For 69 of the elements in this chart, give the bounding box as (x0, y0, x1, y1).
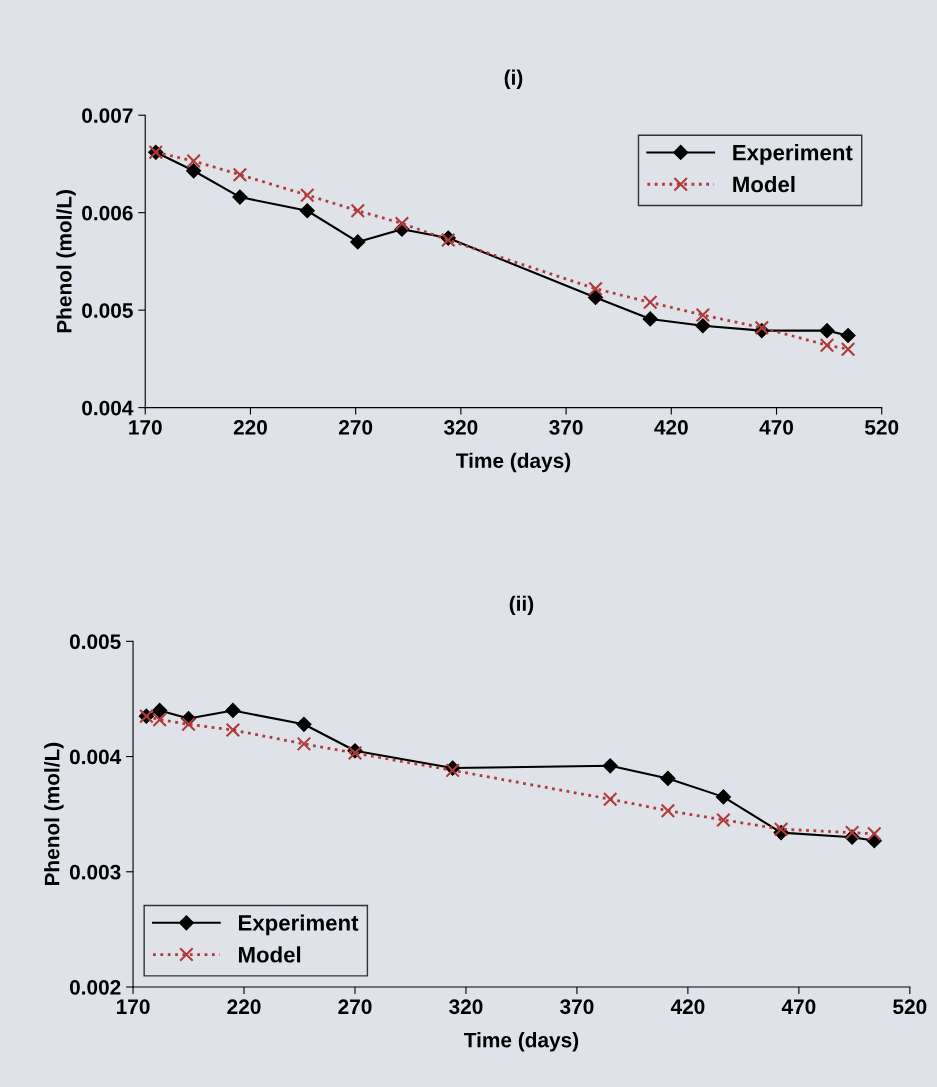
y-axis-title: Phenol (mol/L) (56, 190, 76, 333)
legend-label: Model (238, 946, 301, 963)
point (660, 770, 676, 787)
point (716, 812, 731, 828)
y-tick-label: 0.002 (69, 980, 121, 995)
legend-label: Experiment (733, 144, 853, 165)
point (588, 281, 603, 296)
point (350, 234, 366, 250)
y-axis-title: Phenol (mol/L) (44, 742, 64, 886)
point (819, 323, 835, 339)
point (602, 791, 618, 807)
x-tick-label: 270 (338, 999, 372, 1015)
point (754, 320, 770, 335)
y-tick-label: 0.005 (82, 303, 133, 318)
x-tick-label: 520 (864, 419, 899, 435)
point (181, 717, 196, 732)
point (715, 789, 731, 805)
chart-title: (ii) (509, 595, 534, 616)
x-tick-label: 520 (893, 999, 927, 1015)
x-tick-label: 370 (549, 419, 583, 435)
x-tick-label: 320 (443, 419, 478, 435)
legend-label: Model (733, 175, 795, 193)
point (299, 203, 315, 219)
point (660, 803, 676, 818)
point (232, 189, 248, 205)
point (695, 307, 711, 323)
y-tick-label: 0.005 (69, 634, 121, 650)
y-tick-label: 0.006 (82, 205, 133, 221)
x-tick-label: 220 (227, 999, 261, 1015)
point (152, 702, 168, 719)
point (296, 736, 312, 752)
x-tick-label: 470 (781, 999, 816, 1015)
y-tick-label: 0.007 (82, 108, 133, 123)
point (602, 758, 618, 774)
point (642, 311, 658, 327)
point (642, 295, 658, 310)
point (225, 702, 241, 719)
point (296, 716, 312, 732)
x-tick-label: 370 (560, 999, 594, 1015)
point (840, 341, 856, 357)
x-tick-label: 170 (129, 419, 162, 435)
x-axis-title: Time (days) (456, 452, 571, 473)
point (819, 337, 835, 353)
point (587, 289, 604, 306)
point (695, 318, 711, 334)
x-tick-label: 420 (654, 419, 688, 435)
y-tick-label: 0.003 (69, 864, 121, 880)
x-tick-label: 470 (759, 419, 794, 435)
x-tick-label: 420 (670, 999, 705, 1015)
legend-label: Experiment (238, 914, 359, 936)
x-axis-title: Time (days) (463, 1032, 579, 1052)
point (186, 153, 201, 169)
point (350, 203, 366, 219)
point (844, 825, 860, 840)
point (867, 826, 882, 842)
point (394, 216, 410, 231)
x-tick-label: 270 (339, 419, 373, 435)
point (299, 187, 315, 203)
chart-title: (i) (504, 69, 523, 89)
y-tick-label: 0.004 (82, 400, 134, 416)
x-tick-label: 170 (116, 999, 150, 1015)
point (773, 821, 789, 837)
point (232, 167, 248, 182)
point (186, 163, 202, 179)
x-tick-label: 320 (449, 999, 483, 1015)
x-tick-label: 220 (233, 419, 267, 435)
y-tick-label: 0.004 (69, 749, 122, 765)
point (840, 327, 856, 344)
point (225, 722, 241, 738)
